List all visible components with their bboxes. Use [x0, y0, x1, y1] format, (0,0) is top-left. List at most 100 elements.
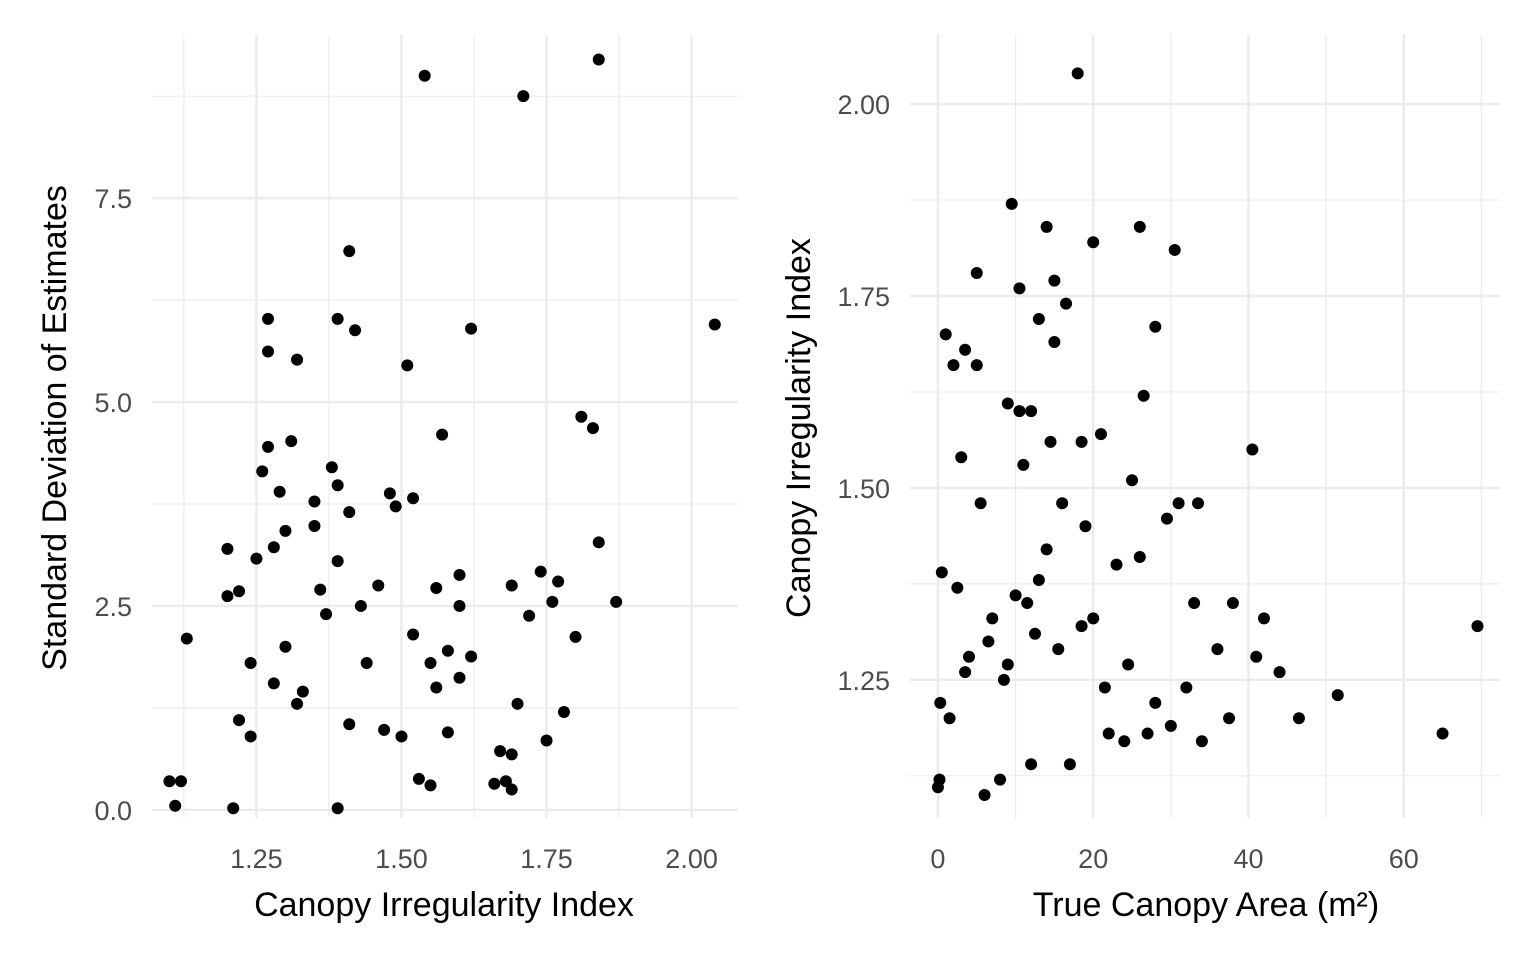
right-data-point: [982, 635, 995, 648]
right-data-point: [1180, 681, 1193, 694]
left-data-point: [163, 775, 176, 788]
right-data-point: [1071, 67, 1084, 80]
right-data-point: [1017, 458, 1030, 471]
right-scatter-panel: 0 20 40 60 1.25 1.50 1.75 2.00 True Canopy Are…: [780, 35, 1500, 924]
left-data-point: [523, 609, 536, 622]
left-data-point: [494, 745, 507, 758]
left-data-point: [557, 705, 570, 718]
left-data-point: [331, 555, 344, 568]
right-data-point: [970, 359, 983, 372]
left-data-point: [354, 599, 367, 612]
right-data-point: [1137, 389, 1150, 402]
right-data-point: [1013, 405, 1026, 418]
left-x-tick-label: 2.00: [665, 844, 718, 874]
left-scatter-panel: 1.25 1.50 1.75 2.00 0.0 2.5 5.0 7.5 Canopy Irr…: [36, 35, 738, 924]
right-data-point: [994, 773, 1007, 786]
right-data-point: [1246, 443, 1259, 456]
left-x-tick-labels: 1.25 1.50 1.75 2.00: [230, 844, 718, 874]
left-y-tick-label: 0.0: [94, 796, 132, 826]
left-data-point: [331, 312, 344, 325]
right-data-point: [1028, 627, 1041, 640]
left-data-point: [233, 585, 246, 598]
right-data-point: [1001, 658, 1014, 671]
right-data-point: [1063, 758, 1076, 771]
left-data-point: [586, 422, 599, 435]
right-data-point: [1021, 597, 1034, 610]
right-x-tick-label: 60: [1389, 844, 1419, 874]
left-data-point: [285, 435, 298, 448]
right-data-point: [1331, 689, 1344, 702]
right-data-point: [1195, 735, 1208, 748]
left-data-point: [273, 485, 286, 498]
left-data-point: [505, 783, 518, 796]
right-data-point: [1110, 558, 1123, 571]
right-data-point: [1040, 220, 1053, 233]
left-data-point: [430, 681, 443, 694]
right-data-point: [1273, 666, 1286, 679]
right-data-point: [1223, 712, 1236, 725]
right-data-point: [1048, 336, 1061, 349]
left-data-point: [505, 748, 518, 761]
left-data-point: [378, 723, 391, 736]
left-data-point: [575, 410, 588, 423]
left-data-point: [453, 568, 466, 581]
right-data-point: [1141, 727, 1154, 740]
right-data-point: [1001, 397, 1014, 410]
left-data-point: [517, 90, 530, 103]
left-data-point: [267, 541, 280, 554]
left-data-point: [424, 779, 437, 792]
left-data-point: [383, 487, 396, 500]
right-data-point: [955, 451, 968, 464]
right-data-point: [1192, 497, 1205, 510]
left-data-point: [441, 644, 454, 657]
left-data-point: [395, 730, 408, 743]
left-data-point: [592, 536, 605, 549]
right-y-tick-label: 1.50: [837, 474, 890, 504]
left-data-point: [436, 428, 449, 441]
right-data-point: [1075, 435, 1088, 448]
right-y-axis-title: Canopy Irregularity Index: [780, 238, 818, 618]
left-data-point: [325, 461, 338, 474]
left-data-point: [465, 322, 478, 335]
right-y-tick-label: 1.25: [837, 666, 890, 696]
left-data-point: [267, 677, 280, 690]
right-data-point: [1226, 597, 1239, 610]
right-x-tick-labels: 0 20 40 60: [930, 844, 1418, 874]
left-data-point: [343, 245, 356, 258]
right-data-point: [1040, 543, 1053, 556]
left-y-tick-label: 2.5: [94, 592, 132, 622]
right-data-point: [1258, 612, 1270, 625]
right-data-point: [1436, 727, 1449, 740]
left-data-point: [569, 630, 582, 643]
right-data-point: [1188, 597, 1201, 610]
left-data-point: [296, 685, 309, 698]
left-y-tick-labels: 0.0 2.5 5.0 7.5: [94, 184, 132, 826]
left-data-point: [279, 524, 292, 537]
left-data-point: [291, 697, 304, 710]
left-x-axis-title: Canopy Irregularity Index: [254, 886, 634, 924]
left-data-point: [349, 324, 362, 337]
right-y-tick-label: 1.75: [837, 282, 890, 312]
left-data-point: [250, 552, 263, 565]
left-data-point: [343, 718, 356, 731]
right-x-tick-label: 40: [1233, 844, 1263, 874]
right-data-point: [943, 712, 956, 725]
left-data-point: [534, 565, 547, 578]
right-x-tick-label: 20: [1078, 844, 1108, 874]
left-data-point: [401, 359, 414, 372]
right-data-point: [1168, 243, 1181, 256]
right-data-point: [1075, 620, 1088, 633]
right-grid: [910, 35, 1500, 818]
right-data-point: [1060, 297, 1073, 310]
right-data-point: [1126, 474, 1139, 487]
left-points: [163, 53, 721, 815]
left-data-point: [279, 640, 292, 653]
right-data-point: [1052, 643, 1065, 656]
right-data-point: [1056, 497, 1069, 510]
left-data-point: [389, 500, 402, 513]
left-data-point: [552, 575, 565, 588]
right-data-point: [1133, 551, 1146, 563]
left-data-point: [453, 599, 466, 612]
left-data-point: [343, 506, 356, 519]
right-data-point: [1087, 612, 1100, 625]
